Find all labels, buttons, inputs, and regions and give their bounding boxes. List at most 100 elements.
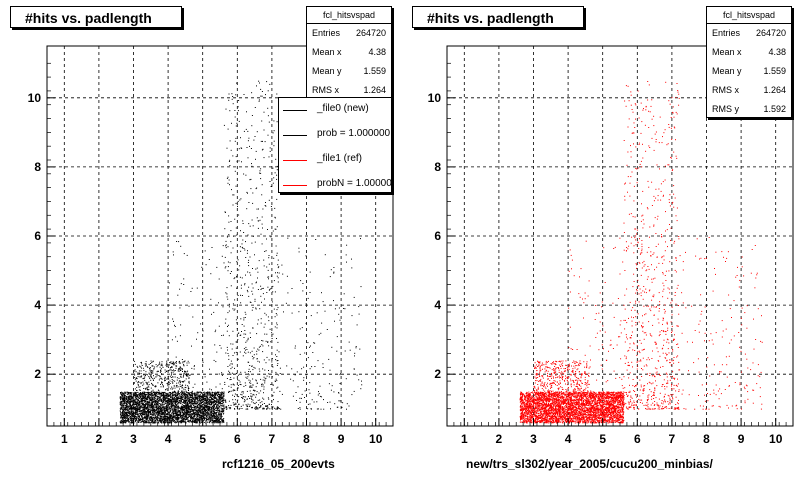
data-point bbox=[161, 400, 163, 402]
data-point bbox=[142, 400, 144, 402]
data-point bbox=[205, 402, 207, 404]
data-point bbox=[131, 411, 133, 413]
data-point bbox=[261, 184, 263, 186]
data-point bbox=[232, 204, 234, 206]
data-point bbox=[214, 416, 216, 418]
data-point bbox=[213, 401, 215, 403]
data-point bbox=[140, 416, 142, 418]
data-point bbox=[129, 412, 131, 414]
data-point bbox=[150, 417, 152, 419]
data-point bbox=[212, 406, 213, 408]
data-point bbox=[175, 392, 177, 394]
data-point bbox=[125, 418, 127, 420]
data-point bbox=[254, 300, 256, 302]
data-point bbox=[133, 412, 134, 414]
data-point bbox=[185, 408, 187, 409]
data-point bbox=[187, 370, 189, 372]
data-point bbox=[257, 323, 259, 325]
data-point bbox=[251, 219, 253, 221]
data-point bbox=[182, 361, 184, 363]
data-point bbox=[232, 303, 234, 305]
data-point bbox=[140, 414, 142, 416]
data-point bbox=[231, 363, 233, 365]
data-point bbox=[143, 395, 145, 397]
data-point bbox=[153, 392, 155, 394]
data-point bbox=[146, 399, 148, 401]
data-point bbox=[219, 392, 221, 394]
data-point bbox=[197, 410, 199, 412]
data-point bbox=[177, 407, 179, 409]
data-point bbox=[124, 395, 125, 397]
data-point bbox=[151, 400, 152, 402]
data-point bbox=[134, 415, 136, 417]
data-point bbox=[130, 411, 132, 413]
data-point bbox=[158, 412, 160, 414]
data-point bbox=[160, 421, 162, 423]
data-point bbox=[231, 93, 233, 95]
data-point bbox=[220, 404, 221, 406]
data-point bbox=[188, 420, 190, 422]
data-point bbox=[140, 395, 142, 397]
data-point bbox=[157, 395, 159, 397]
data-point bbox=[144, 363, 146, 365]
data-point bbox=[130, 392, 132, 394]
data-point bbox=[142, 393, 144, 395]
data-point bbox=[225, 352, 227, 354]
data-point bbox=[272, 182, 274, 184]
data-point bbox=[134, 363, 136, 365]
data-point bbox=[150, 398, 152, 400]
data-point bbox=[176, 395, 178, 397]
data-point bbox=[184, 419, 186, 420]
data-point bbox=[149, 408, 151, 410]
data-point bbox=[164, 418, 166, 420]
data-point bbox=[218, 414, 220, 416]
data-point bbox=[177, 403, 179, 405]
data-point bbox=[145, 388, 147, 390]
data-point bbox=[166, 360, 168, 362]
data-point bbox=[134, 414, 136, 416]
data-point bbox=[138, 403, 140, 405]
data-point bbox=[137, 407, 139, 409]
data-point bbox=[210, 394, 212, 396]
data-point bbox=[268, 345, 270, 347]
data-point bbox=[214, 404, 216, 406]
data-point bbox=[200, 405, 202, 407]
data-point bbox=[187, 360, 189, 362]
data-point bbox=[219, 414, 221, 416]
data-point bbox=[137, 405, 139, 407]
data-point bbox=[195, 419, 196, 421]
data-point bbox=[158, 379, 160, 381]
data-point bbox=[221, 409, 223, 411]
data-point bbox=[120, 397, 122, 399]
data-point bbox=[248, 379, 250, 381]
data-point bbox=[136, 414, 138, 415]
data-point bbox=[215, 394, 216, 396]
data-point bbox=[194, 405, 196, 407]
data-point bbox=[270, 206, 272, 207]
data-point bbox=[206, 416, 208, 418]
data-point bbox=[169, 419, 170, 421]
data-point bbox=[151, 372, 153, 374]
data-point bbox=[163, 399, 164, 400]
data-point bbox=[200, 407, 202, 409]
data-point bbox=[122, 397, 124, 399]
data-point bbox=[200, 391, 202, 393]
data-point bbox=[240, 302, 242, 304]
data-point bbox=[139, 410, 140, 412]
data-point bbox=[186, 415, 187, 417]
data-point bbox=[119, 403, 121, 405]
data-point bbox=[131, 400, 133, 402]
data-point bbox=[195, 422, 197, 424]
data-point bbox=[120, 417, 122, 419]
data-point bbox=[161, 410, 163, 411]
data-point bbox=[191, 399, 193, 401]
data-point bbox=[153, 375, 154, 377]
data-point bbox=[256, 208, 258, 210]
data-point bbox=[120, 411, 121, 413]
data-point bbox=[135, 413, 137, 415]
data-point bbox=[150, 394, 152, 396]
data-point bbox=[268, 278, 269, 280]
data-point bbox=[135, 417, 136, 419]
data-point bbox=[199, 401, 201, 403]
data-point bbox=[234, 110, 236, 111]
